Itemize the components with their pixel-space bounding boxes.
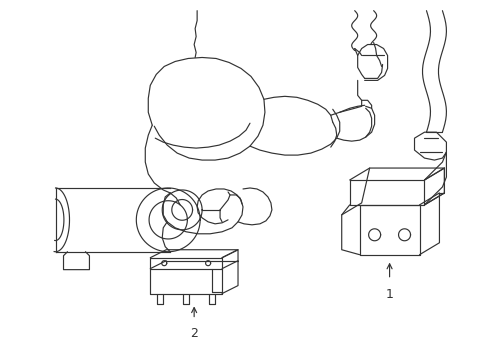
Text: 1: 1 xyxy=(385,288,393,301)
Text: 2: 2 xyxy=(190,328,198,341)
